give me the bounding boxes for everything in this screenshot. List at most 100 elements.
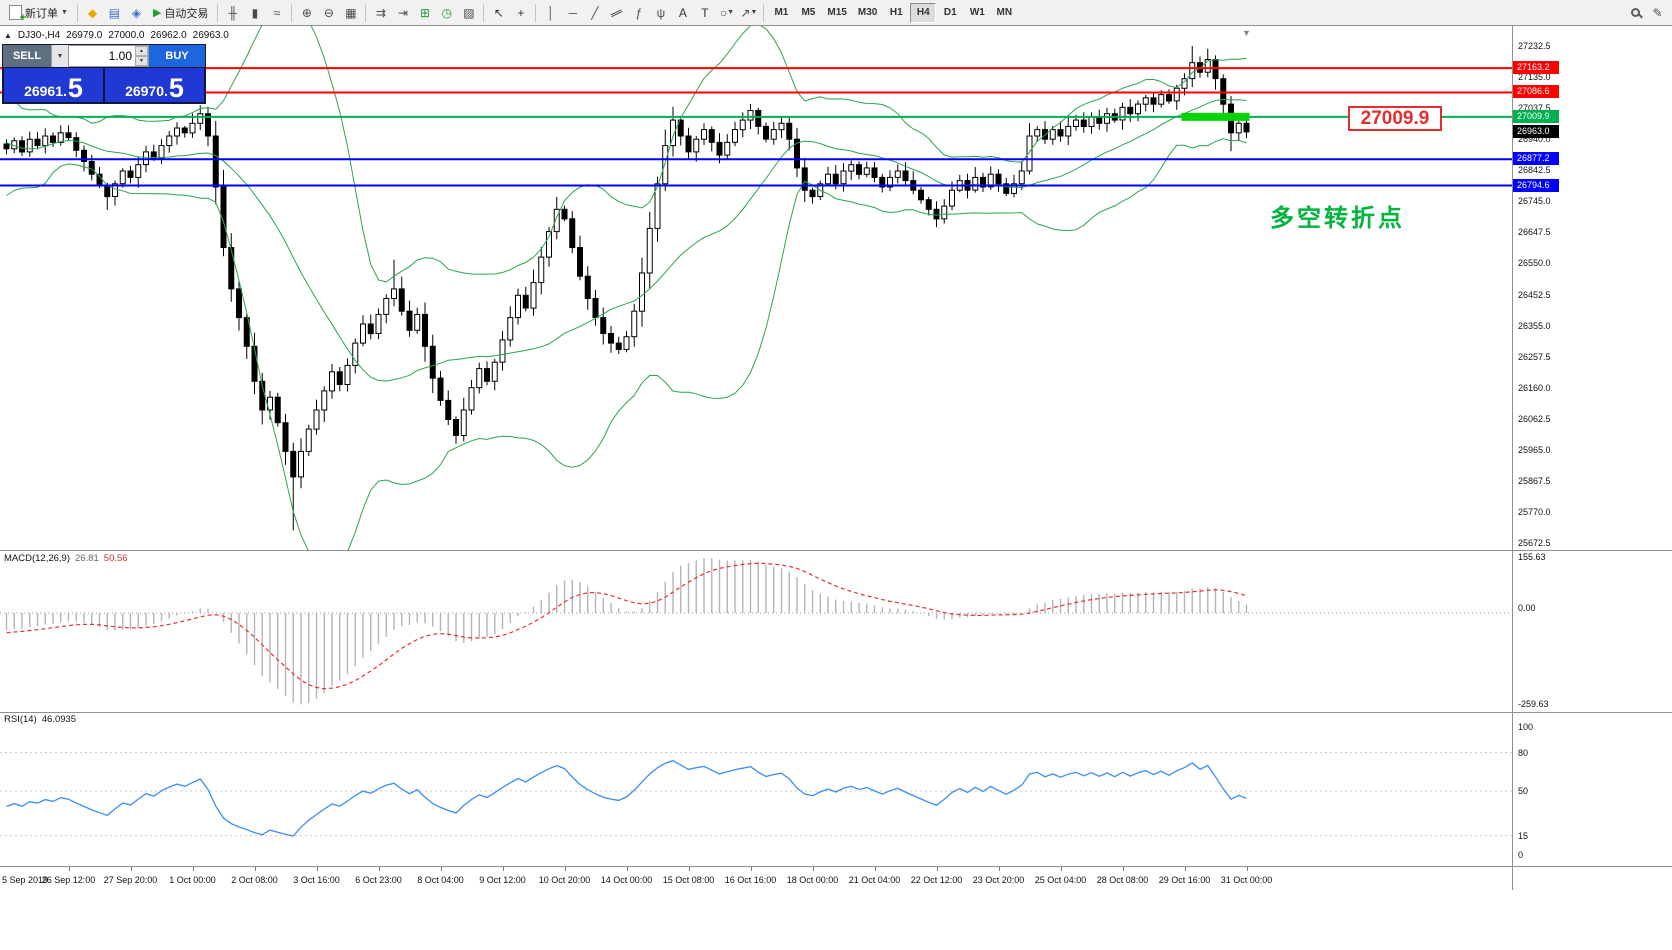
buy-button[interactable]: BUY xyxy=(149,45,205,67)
equidistant-channel-icon[interactable]: ∥ xyxy=(609,6,625,19)
time-axis-tick xyxy=(1060,867,1062,871)
price-scale-label: 27037.5 xyxy=(1518,103,1551,114)
time-axis-label: 10 Oct 20:00 xyxy=(538,875,591,885)
andrews-pitchfork-icon[interactable]: ψ xyxy=(656,5,666,20)
indicators-icon[interactable]: ⊞ xyxy=(419,5,430,20)
chart-header: ▲ DJ30-,H4 26979.0 27000.0 26962.0 26963… xyxy=(4,30,229,41)
volume-dropdown-button[interactable]: ▼ xyxy=(51,45,68,67)
time-axis-tick xyxy=(750,867,752,871)
text-tool-icon[interactable]: A xyxy=(678,5,687,20)
macd-scale-label: -259.63 xyxy=(1518,699,1549,709)
autotrading-play-icon: ▶ xyxy=(152,7,162,19)
spin-up-icon[interactable]: ▲ xyxy=(135,46,148,56)
timeframe-m30[interactable]: M30 xyxy=(857,7,878,18)
chart-symbol-period: DJ30-,H4 xyxy=(17,30,61,41)
timeframe-m15[interactable]: M15 xyxy=(827,7,847,18)
macd-label: MACD(12,26,9) 26.81 50.56 xyxy=(4,553,128,564)
timeframe-h4[interactable]: H4 xyxy=(910,2,937,23)
label-tool-icon[interactable]: T xyxy=(701,5,709,20)
price-scale[interactable]: 27232.5 27135.0 27037.5 26940.0 26842.5 26745… xyxy=(1512,0,1672,950)
panel-separator[interactable] xyxy=(0,712,1672,713)
timeframe-w1[interactable]: W1 xyxy=(969,7,985,18)
time-axis-label: 22 Oct 12:00 xyxy=(910,875,963,885)
edit-pencil-icon[interactable]: ✎ xyxy=(1652,5,1663,20)
macd-scale-label: 0.00 xyxy=(1518,603,1536,613)
tile-windows-icon[interactable]: ▦ xyxy=(345,5,357,20)
templates-icon[interactable]: ▨ xyxy=(463,5,475,20)
time-axis-tick xyxy=(626,867,628,871)
candlestick-chart-icon[interactable]: ▮ xyxy=(251,5,259,20)
buy-price-main: 26970. xyxy=(125,82,168,99)
fibonacci-icon[interactable]: ƒ xyxy=(635,5,643,20)
price-scale-label: 26842.5 xyxy=(1518,165,1551,176)
toolbar-separator xyxy=(535,3,537,22)
line-chart-icon[interactable]: ≈ xyxy=(273,5,281,20)
sell-price-quote[interactable]: 26961. 5 xyxy=(4,68,103,102)
periods-icon[interactable]: ◷ xyxy=(441,5,453,20)
timeframe-mn[interactable]: MN xyxy=(996,7,1013,18)
timeframe-m5[interactable]: M5 xyxy=(801,7,816,18)
autotrading-label: 自动交易 xyxy=(164,7,209,20)
chart-annotation[interactable]: 多空转折点 xyxy=(1270,205,1405,232)
autotrading-button[interactable]: ▶ 自动交易 xyxy=(148,2,213,24)
rsi-indicator[interactable] xyxy=(0,712,1512,866)
new-order-button[interactable]: + 新订单 ▼ xyxy=(4,2,73,24)
volume-input[interactable] xyxy=(69,46,148,66)
time-axis-tick xyxy=(254,867,256,871)
spin-down-icon[interactable]: ▼ xyxy=(135,56,148,66)
search-icon[interactable] xyxy=(1625,3,1646,23)
toolbar-separator xyxy=(291,3,293,22)
cursor-icon[interactable]: ↖ xyxy=(493,5,504,20)
one-click-trading-panel: SELL ▼ ▲ ▼ BUY 26961. 5 26970. xyxy=(2,44,206,104)
buy-price-quote[interactable]: 26970. 5 xyxy=(105,68,204,102)
zoom-out-icon[interactable]: ⊖ xyxy=(323,5,334,20)
trendline-icon[interactable]: ╱ xyxy=(591,5,599,20)
time-axis-tick xyxy=(688,867,690,871)
macd-indicator[interactable] xyxy=(0,550,1512,712)
chart-shift-marker[interactable]: ▼ xyxy=(1242,28,1251,38)
timeframe-d1[interactable]: D1 xyxy=(943,7,957,18)
price-scale-label: 26062.5 xyxy=(1518,413,1551,424)
candlestick-chart[interactable] xyxy=(0,26,1512,550)
time-axis-tick xyxy=(316,867,318,871)
time-axis-label: 28 Oct 08:00 xyxy=(1096,875,1149,885)
crosshair-icon[interactable]: + xyxy=(517,5,525,20)
timeframe-h1[interactable]: H1 xyxy=(889,7,903,18)
sell-button[interactable]: SELL xyxy=(3,45,51,67)
vertical-line-icon[interactable]: │ xyxy=(547,5,555,20)
market-watch-icon[interactable]: ▤ xyxy=(108,5,121,20)
time-axis-label: 27 Sep 20:00 xyxy=(103,875,158,885)
shapes-tool-icon[interactable]: ○ ▼ xyxy=(719,5,734,20)
scale-separator xyxy=(1512,26,1513,890)
time-axis-label: 8 Oct 04:00 xyxy=(417,875,464,885)
navigator-icon[interactable]: ◈ xyxy=(131,5,142,20)
time-axis-label: 2 Oct 08:00 xyxy=(231,875,278,885)
zoom-in-icon[interactable]: ⊕ xyxy=(301,5,312,20)
time-axis-label: 5 Sep 2019 xyxy=(2,875,49,885)
timeframe-m1[interactable]: M1 xyxy=(774,7,789,18)
panel-separator[interactable] xyxy=(0,550,1672,551)
price-callout[interactable]: 27009.9 xyxy=(1348,106,1442,131)
time-axis-label: 18 Oct 00:00 xyxy=(786,875,839,885)
time-axis-tick xyxy=(130,867,132,871)
toolbar-separator xyxy=(763,3,765,22)
new-order-label: 新订单 xyxy=(25,7,58,20)
bar-chart-icon[interactable]: ╫ xyxy=(228,5,238,20)
time-axis-label: 29 Oct 16:00 xyxy=(1158,875,1211,885)
time-axis-label: 26 Sep 12:00 xyxy=(41,875,96,885)
time-axis[interactable]: 5 Sep 2019 26 Sep 12:00 27 Sep 20:00 1 Oct … xyxy=(0,867,1512,890)
horizontal-line-icon[interactable]: ─ xyxy=(568,5,578,20)
one-click-toggle-icon[interactable]: ▲ xyxy=(4,31,12,40)
price-scale-label: 25770.0 xyxy=(1518,506,1551,517)
price-scale-label: 26452.5 xyxy=(1518,289,1551,300)
rsi-scale-label: 100 xyxy=(1518,722,1534,732)
time-axis-label: 6 Oct 23:00 xyxy=(355,875,402,885)
current-price-tag: 26963.0 xyxy=(1513,124,1559,138)
chart-shift-icon[interactable]: ⇥ xyxy=(397,5,408,20)
auto-scroll-icon[interactable]: ⇉ xyxy=(375,5,386,20)
arrows-tool-icon[interactable]: ↗ ▼ xyxy=(740,5,758,20)
macd-value: 26.81 xyxy=(75,553,99,564)
rsi-value: 46.0935 xyxy=(41,714,77,725)
time-axis-label: 21 Oct 04:00 xyxy=(848,875,901,885)
metaquotes-icon[interactable]: ◆ xyxy=(87,5,98,20)
